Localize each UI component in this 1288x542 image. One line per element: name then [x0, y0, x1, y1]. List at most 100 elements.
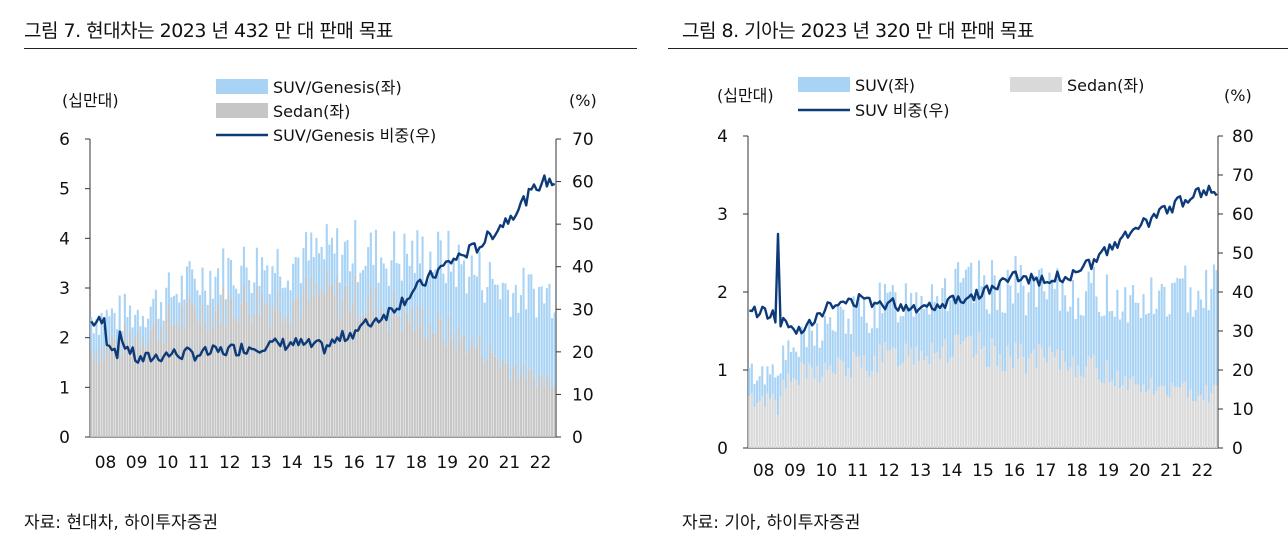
- suv-bar: [920, 295, 923, 351]
- suv-bar: [972, 302, 975, 358]
- suv-bar: [255, 247, 258, 286]
- suv-bar: [899, 316, 902, 365]
- suv-bar: [933, 301, 936, 354]
- sedan-bar: [403, 296, 406, 437]
- suv-bar: [878, 282, 881, 345]
- legend-label: SUV/Genesis(좌): [273, 78, 402, 97]
- sedan-bar: [532, 376, 535, 437]
- suv-bar: [967, 266, 970, 337]
- suv-bar: [925, 303, 928, 357]
- suv-bar: [284, 287, 287, 319]
- suv-bar: [175, 293, 178, 322]
- suv-bar: [1058, 310, 1061, 370]
- suv-bar: [829, 317, 832, 366]
- x-axis-tick-label: 08: [753, 461, 775, 481]
- suv-bar: [951, 298, 954, 357]
- sedan-bar: [160, 326, 163, 437]
- x-axis-tick-label: 17: [1035, 461, 1057, 481]
- suv-bar: [149, 306, 152, 330]
- right-axis-tick-label: 60: [572, 173, 594, 193]
- suv-bar: [517, 312, 520, 380]
- sedan-bar: [826, 370, 829, 448]
- sedan-bar: [418, 327, 422, 437]
- suv-bar: [421, 236, 424, 309]
- sedan-bar: [1152, 394, 1155, 448]
- x-axis-tick-label: 18: [405, 453, 427, 473]
- sedan-bar: [540, 376, 543, 437]
- suv-bar: [90, 317, 93, 350]
- suv-bar: [1189, 287, 1192, 390]
- suv-bar: [240, 265, 243, 304]
- suv-bar: [214, 276, 217, 311]
- sedan-bar: [1105, 360, 1108, 448]
- sedan-bar: [268, 326, 271, 437]
- suv-bar: [863, 297, 866, 356]
- suv-bar: [1035, 306, 1038, 369]
- suv-bar: [354, 219, 357, 275]
- suv-bar: [147, 318, 150, 343]
- suv-bar: [993, 275, 996, 347]
- legend-label: Sedan(좌): [1067, 76, 1144, 95]
- sedan-bar: [805, 378, 808, 448]
- suv-bar: [271, 266, 274, 305]
- x-axis-tick-label: 12: [219, 453, 241, 473]
- sedan-bar: [204, 321, 207, 437]
- sedan-bar: [470, 337, 473, 437]
- suv-bar: [488, 262, 491, 346]
- suv-bar: [333, 253, 336, 295]
- suv-bar: [302, 248, 305, 290]
- suv-bar: [1205, 269, 1208, 386]
- sedan-bar: [990, 338, 994, 448]
- sedan-bar: [302, 289, 305, 437]
- suv-bar: [486, 287, 489, 360]
- suv-bar: [305, 232, 308, 278]
- suv-bar: [1184, 265, 1187, 382]
- suv-bar: [826, 323, 829, 371]
- sedan-bar: [405, 312, 409, 437]
- suv-bar: [1009, 285, 1012, 357]
- suv-bar: [548, 283, 551, 377]
- suv-bar: [543, 303, 546, 386]
- suv-bar: [266, 265, 269, 302]
- x-axis-tick-label: 21: [499, 453, 521, 473]
- sedan-bar: [1009, 356, 1012, 448]
- suv-bar: [769, 374, 772, 400]
- right-axis-tick-label: 60: [1232, 205, 1254, 225]
- sedan-bar: [1150, 378, 1153, 448]
- sedan-bar: [1048, 346, 1051, 448]
- sedan-bar: [97, 363, 101, 437]
- sedan-bar: [522, 363, 525, 437]
- sedan-bar: [95, 350, 98, 437]
- sedan-bar: [1178, 387, 1182, 448]
- suv-bar: [250, 292, 253, 323]
- suv-bar: [538, 286, 541, 374]
- sedan-bar: [758, 400, 761, 448]
- sedan-bar: [548, 376, 551, 437]
- sedan-bar: [1001, 371, 1004, 448]
- suv-bar: [178, 302, 181, 328]
- suv-bar: [970, 262, 973, 336]
- sedan-bar: [1092, 354, 1095, 448]
- suv-bar: [1004, 312, 1007, 372]
- sedan-bar: [1181, 383, 1184, 448]
- sedan-bar: [1171, 382, 1174, 448]
- sedan-bar: [1098, 379, 1101, 448]
- suv-bar: [1048, 272, 1051, 347]
- suv-bar: [1066, 311, 1069, 371]
- sedan-bar: [1202, 400, 1205, 448]
- suv-bar: [1139, 317, 1142, 393]
- suv-bar: [349, 271, 352, 312]
- suv-bar: [245, 267, 248, 301]
- suv-bar: [152, 298, 155, 325]
- sedan-bar: [1194, 401, 1197, 448]
- sedan-bar: [907, 356, 910, 448]
- sedan-bar: [779, 396, 782, 448]
- suv-bar: [535, 317, 538, 387]
- suv-bar: [870, 328, 873, 372]
- sedan-bar: [1212, 384, 1216, 448]
- sedan-bar: [896, 366, 900, 448]
- suv-bar: [540, 286, 543, 377]
- sedan-bar: [543, 385, 546, 437]
- suv-bar: [1129, 295, 1132, 380]
- suv-bar: [1207, 310, 1210, 403]
